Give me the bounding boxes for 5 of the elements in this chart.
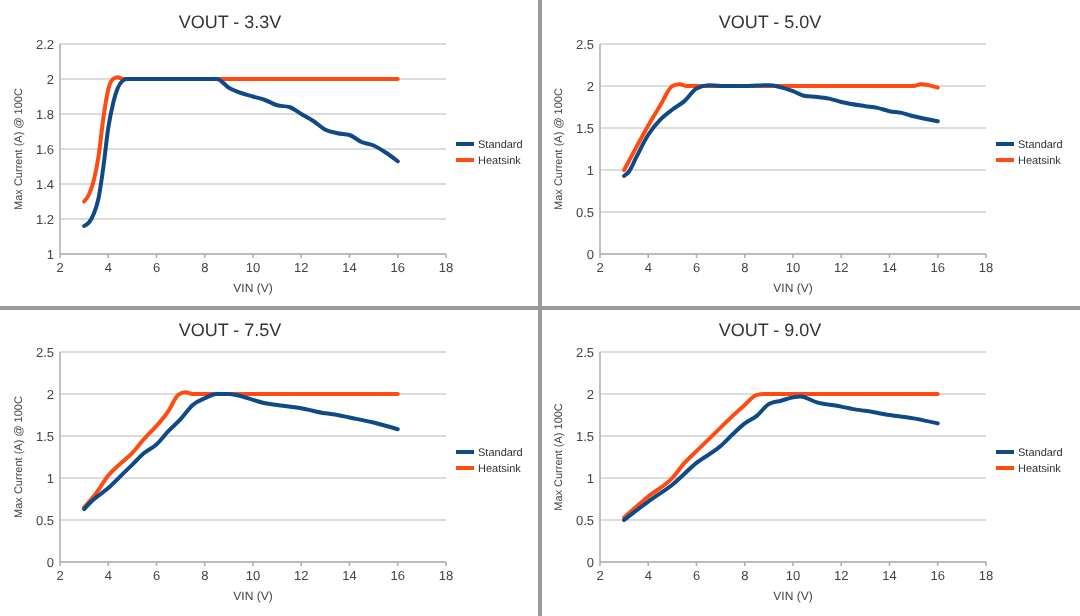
chart-title: VOUT - 5.0V [718, 12, 822, 32]
line-series [82, 77, 400, 228]
chart-title: VOUT - 7.5V [178, 320, 282, 340]
chart-title: VOUT - 9.0V [718, 320, 822, 340]
chart-title: VOUT - 3.3V [178, 12, 282, 32]
